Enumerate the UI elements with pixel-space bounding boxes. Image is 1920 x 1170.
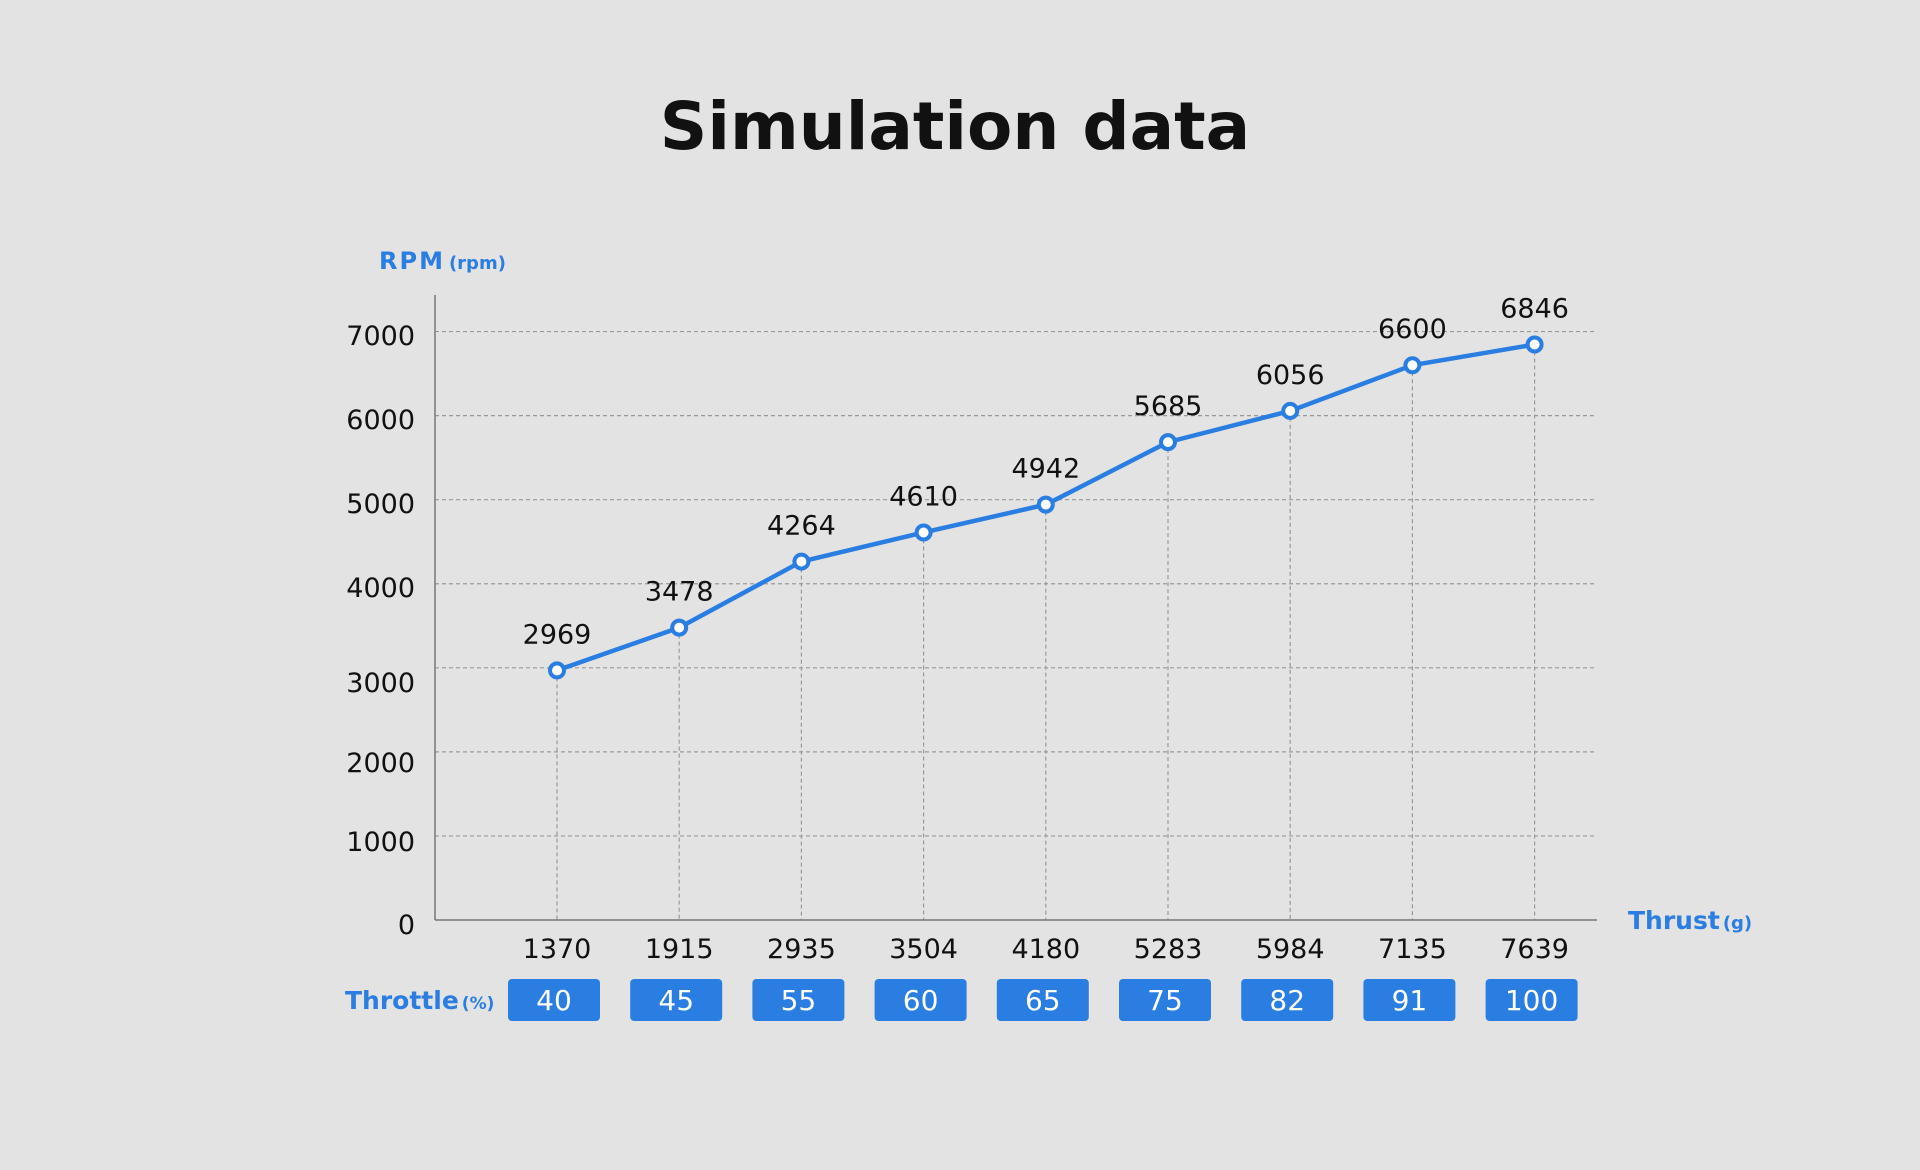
y-tick-label: 6000 (346, 405, 415, 436)
y-tick-labels: 0 1000 2000 3000 4000 5000 6000 7000 (346, 321, 415, 941)
data-label: 6056 (1256, 360, 1325, 391)
throttle-badge: 45 (630, 979, 723, 1021)
x-tick-label: 5283 (1134, 934, 1203, 965)
data-point (1403, 356, 1422, 375)
data-point (548, 661, 566, 680)
data-label: 5685 (1134, 391, 1203, 422)
data-label: 2969 (523, 619, 592, 650)
throttle-badges: 40 45 55 60 65 75 82 91 100 (508, 979, 1578, 1021)
throttle-label: Throttle (345, 986, 459, 1015)
data-point (914, 523, 933, 542)
x-axis-label: Thrust (1628, 906, 1720, 935)
throttle-badge-bg (752, 979, 845, 1021)
y-tick-label: 4000 (346, 573, 415, 604)
throttle-badge-bg (630, 979, 723, 1021)
throttle-badge-value: 55 (781, 984, 817, 1017)
data-label: 4264 (767, 511, 836, 542)
data-label: 4610 (889, 481, 958, 512)
y-tick-label: 3000 (346, 668, 415, 699)
data-label: 4942 (1011, 454, 1080, 485)
throttle-badge-value: 65 (1025, 984, 1061, 1017)
throttle-badge-value: 91 (1392, 984, 1428, 1017)
data-point (1159, 433, 1177, 452)
x-tick-label: 1370 (523, 934, 592, 965)
x-tick-labels: 1370 1915 2935 3504 4180 5283 5984 7135 7639 (523, 934, 1569, 965)
x-axis-title: Thrust (g) (1628, 906, 1752, 935)
throttle-badge: 60 (874, 979, 967, 1021)
x-tick-label: 7135 (1378, 934, 1447, 965)
throttle-badge: 91 (1363, 979, 1456, 1021)
x-tick-label: 3504 (889, 934, 958, 965)
data-label: 3478 (645, 577, 714, 608)
y-tick-label: 7000 (346, 321, 415, 352)
throttle-badge-value: 82 (1269, 984, 1305, 1017)
data-label: 6846 (1500, 294, 1569, 325)
data-label: 6600 (1378, 314, 1447, 345)
throttle-badge: 40 (508, 979, 600, 1021)
y-tick-label: 0 (398, 910, 415, 941)
x-tick-label: 2935 (767, 934, 836, 965)
x-axis-unit: (g) (1723, 913, 1752, 934)
throttle-badge-bg (1119, 979, 1211, 1021)
series-rpm (548, 335, 1544, 680)
data-point (1281, 401, 1300, 420)
y-axis-title: RPM (rpm) (379, 247, 506, 275)
data-point (670, 618, 689, 637)
y-tick-label: 1000 (346, 827, 415, 858)
data-point (1525, 335, 1544, 354)
throttle-badge: 82 (1241, 979, 1334, 1021)
throttle-badge-value: 40 (536, 984, 572, 1017)
x-tick-label: 5984 (1256, 934, 1325, 965)
throttle-badge-value: 60 (903, 984, 939, 1017)
throttle-unit: (%) (462, 994, 495, 1014)
throttle-badge: 75 (1119, 979, 1211, 1021)
y-tick-label: 2000 (346, 748, 415, 779)
x-tick-label: 4180 (1011, 934, 1080, 965)
throttle-badge: 100 (1485, 979, 1578, 1021)
axes (434, 295, 1597, 921)
throttle-badge-bg (1485, 979, 1578, 1021)
y-axis-label: RPM (379, 247, 445, 275)
throttle-badge-bg (874, 979, 967, 1021)
throttle-badge-value: 75 (1147, 984, 1183, 1017)
throttle-badge-value: 100 (1505, 984, 1558, 1017)
throttle-badge-value: 45 (658, 984, 694, 1017)
throttle-badge-bg (508, 979, 600, 1021)
chart-title: Simulation data (660, 88, 1250, 165)
throttle-badge-bg (1363, 979, 1456, 1021)
y-axis-unit: (rpm) (449, 253, 506, 274)
throttle-badge-bg (1241, 979, 1334, 1021)
throttle-badge: 55 (752, 979, 845, 1021)
data-point (792, 552, 811, 571)
throttle-row-title: Throttle (%) (345, 986, 494, 1015)
throttle-badge-bg (996, 979, 1089, 1021)
x-tick-label: 7639 (1500, 934, 1569, 965)
data-point (1036, 495, 1055, 514)
x-tick-label: 1915 (645, 934, 714, 965)
y-tick-label: 5000 (346, 489, 415, 520)
throttle-badge: 65 (996, 979, 1089, 1021)
data-labels: 2969 3478 4264 4610 4942 5685 6056 6600 6846 (523, 294, 1569, 651)
grid (435, 330, 1597, 920)
